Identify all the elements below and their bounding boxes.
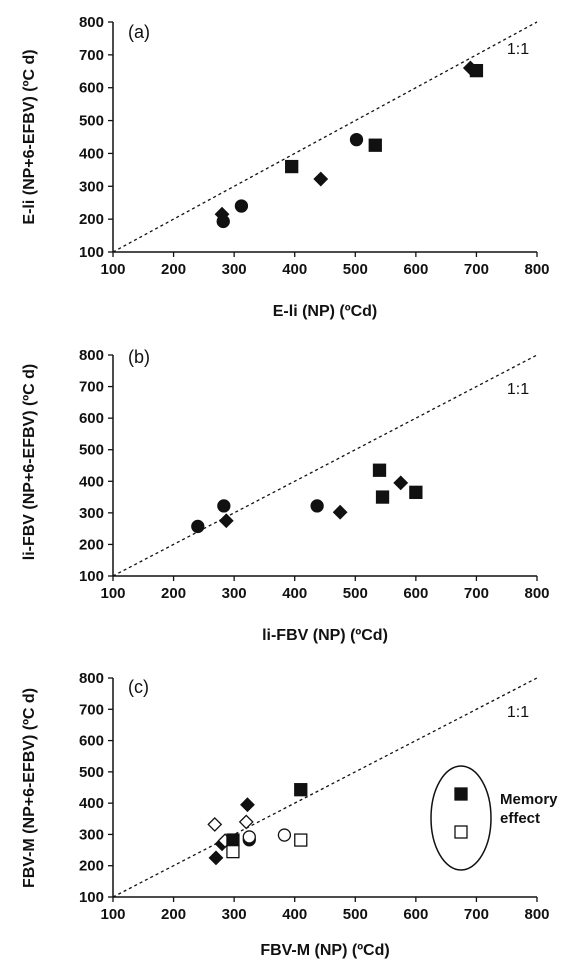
x-tick-label-c: 800 — [524, 906, 549, 923]
y-tick-label-c: 800 — [79, 670, 104, 687]
x-tick-label-c: 400 — [282, 906, 307, 923]
y-tick-label-c: 400 — [79, 795, 104, 812]
y-tick-label-b: 100 — [79, 568, 104, 585]
x-tick-label-c: 600 — [403, 906, 428, 923]
x-tick-label-a: 300 — [222, 261, 247, 278]
x-axis-title-a: E-li (NP) (ºCd) — [273, 303, 378, 320]
y-tick-label-a: 200 — [79, 211, 104, 228]
data-point-square-filled-c — [294, 783, 308, 797]
x-tick-label-c: 100 — [100, 906, 125, 923]
x-tick-label-b: 400 — [282, 585, 307, 602]
y-axis-title-b: li-FBV (NP+6-EFBV) (ºC d) — [21, 364, 38, 561]
data-point-circle-open-c — [242, 830, 256, 844]
x-tick-label-c: 200 — [161, 906, 186, 923]
x-tick-label-b: 700 — [464, 585, 489, 602]
panel-a: (a) 1:1 E-li (NP) (ºCd) E-li (NP+6-EFBV)… — [21, 14, 550, 320]
legend-text-line1: Memory — [500, 791, 558, 808]
data-point-diamond-open-c — [207, 816, 223, 832]
x-tick-label-a: 200 — [161, 261, 186, 278]
data-point-diamond-filled-b — [218, 513, 234, 529]
identity-line-a — [112, 21, 538, 253]
data-point-square-filled-b — [375, 490, 390, 504]
data-point-diamond-filled-b — [393, 475, 409, 491]
x-tick-label-a: 800 — [524, 261, 549, 278]
data-point-square-filled-a — [368, 138, 382, 152]
x-tick-label-c: 500 — [343, 906, 368, 923]
y-tick-label-a: 300 — [79, 178, 104, 195]
y-tick-label-b: 500 — [79, 442, 104, 459]
x-tick-label-b: 600 — [403, 585, 428, 602]
identity-line-c — [112, 677, 538, 898]
legend-text-line2: effect — [500, 810, 540, 827]
identity-label-b: 1:1 — [507, 381, 529, 398]
data-point-circle-filled-a — [234, 199, 249, 213]
panel-label-b: (b) — [128, 347, 150, 367]
data-point-diamond-open-c — [238, 814, 254, 830]
data-point-diamond-filled-a — [313, 171, 329, 187]
data-point-square-open-c — [294, 833, 308, 847]
x-tick-label-b: 100 — [100, 585, 125, 602]
y-tick-label-b: 800 — [79, 347, 104, 364]
y-tick-label-a: 600 — [79, 80, 104, 97]
panel-label-a: (a) — [128, 22, 150, 42]
x-tick-label-b: 300 — [222, 585, 247, 602]
y-tick-label-b: 200 — [79, 536, 104, 553]
x-tick-label-a: 500 — [343, 261, 368, 278]
y-tick-label-c: 300 — [79, 826, 104, 843]
data-point-diamond-filled-b — [332, 504, 348, 520]
data-point-square-open-c — [226, 844, 240, 859]
x-tick-label-c: 700 — [464, 906, 489, 923]
identity-label-c: 1:1 — [507, 704, 529, 721]
y-tick-label-b: 300 — [79, 505, 104, 522]
y-tick-label-b: 600 — [79, 410, 104, 427]
y-tick-label-c: 100 — [79, 889, 104, 906]
data-point-circle-open-c — [277, 828, 292, 842]
data-point-square-filled-c — [226, 833, 240, 847]
x-tick-label-a: 400 — [282, 261, 307, 278]
identity-line-b — [112, 354, 538, 577]
y-tick-label-a: 100 — [79, 244, 104, 261]
data-point-square-filled-b — [409, 485, 423, 499]
panel-label-c: (c) — [128, 677, 149, 697]
y-tick-label-b: 700 — [79, 379, 104, 396]
data-point-circle-filled-b — [191, 519, 205, 534]
y-tick-label-c: 200 — [79, 858, 104, 875]
legend-marker-filled-square — [454, 787, 468, 801]
x-tick-label-a: 600 — [403, 261, 428, 278]
data-point-square-filled-a — [285, 159, 299, 174]
x-tick-label-b: 500 — [343, 585, 368, 602]
x-axis-title-c: FBV-M (NP) (ºCd) — [260, 942, 389, 959]
data-point-circle-filled-b — [310, 499, 324, 513]
x-tick-label-a: 100 — [100, 261, 125, 278]
identity-label-a: 1:1 — [507, 41, 529, 58]
y-tick-label-c: 500 — [79, 764, 104, 781]
panel-c: (c) 1:1 FBV-M (NP) (ºCd) FBV-M (NP+6-EFB… — [21, 670, 558, 959]
y-tick-label-a: 700 — [79, 47, 104, 64]
legend-marker-open-square — [454, 825, 468, 839]
y-tick-label-c: 600 — [79, 733, 104, 750]
x-tick-label-b: 800 — [524, 585, 549, 602]
memory-effect-legend: Memory effect — [430, 765, 558, 871]
y-tick-label-c: 700 — [79, 701, 104, 718]
y-tick-label-b: 400 — [79, 473, 104, 490]
x-tick-label-a: 700 — [464, 261, 489, 278]
data-point-square-filled-b — [372, 463, 387, 477]
y-axis-title-a: E-li (NP+6-EFBV) (ºC d) — [21, 49, 38, 224]
data-point-circle-filled-b — [217, 499, 231, 513]
y-tick-label-a: 400 — [79, 145, 104, 162]
x-tick-label-c: 300 — [222, 906, 247, 923]
legend-ellipse — [430, 765, 492, 871]
panel-b: (b) 1:1 li-FBV (NP) (ºCd) li-FBV (NP+6-E… — [21, 347, 550, 644]
data-point-square-filled-a — [469, 63, 484, 78]
data-point-diamond-filled-c — [208, 850, 224, 866]
data-point-circle-filled-a — [216, 214, 230, 229]
y-tick-label-a: 800 — [79, 14, 104, 31]
x-tick-label-b: 200 — [161, 585, 186, 602]
data-point-diamond-filled-c — [240, 797, 255, 813]
y-tick-label-a: 500 — [79, 113, 104, 130]
x-axis-title-b: li-FBV (NP) (ºCd) — [262, 627, 388, 644]
data-point-circle-filled-a — [349, 132, 364, 147]
y-axis-title-c: FBV-M (NP+6-EFBV) (ºC d) — [21, 688, 38, 888]
